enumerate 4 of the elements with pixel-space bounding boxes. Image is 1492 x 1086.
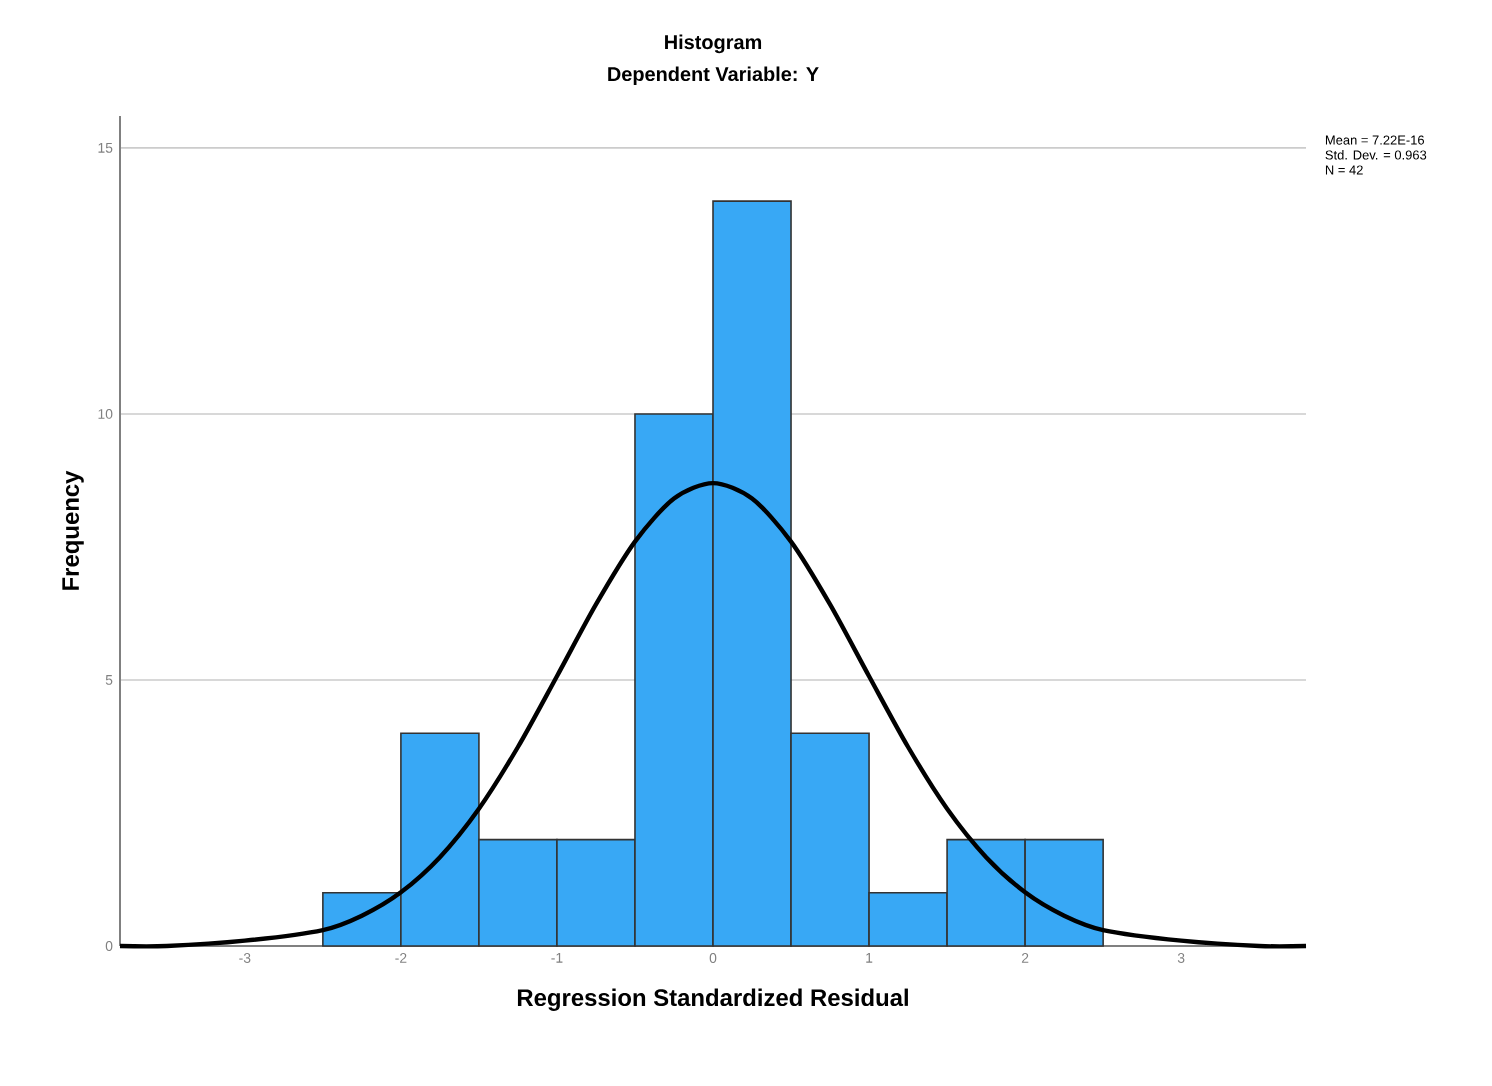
chart-subtitle: Dependent Variable: Y (608, 66, 819, 86)
chart-title: Histogram (665, 34, 762, 54)
x-axis-title: Regression Standardized Residual (517, 988, 908, 1011)
y-axis-title: Frequency (62, 470, 84, 590)
